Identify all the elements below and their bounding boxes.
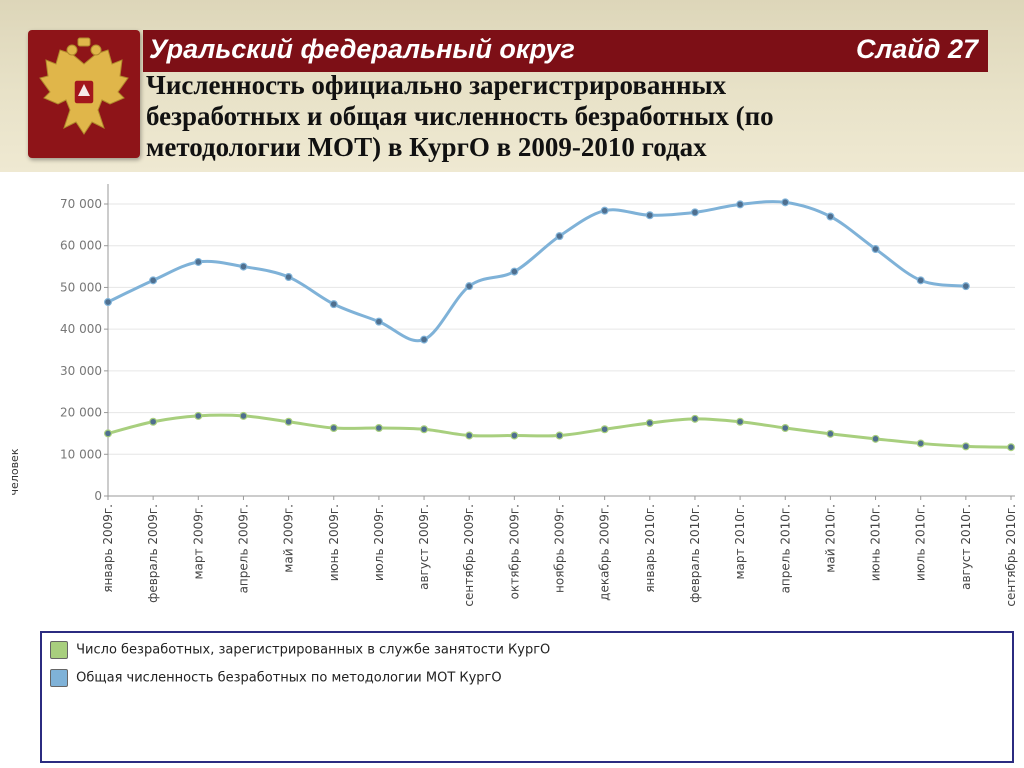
x-tick-label: январь 2010г. (643, 504, 657, 593)
data-point-registered (194, 411, 203, 420)
legend-item-registered: Число безработных, зарегистрированных в … (50, 641, 550, 661)
x-tick-label: октябрь 2009г. (507, 504, 521, 599)
series-line-mot (106, 200, 968, 343)
district-title: Уральский федеральный округ (149, 34, 575, 64)
y-tick-label: 40 000 (60, 322, 102, 336)
axes: 0 10 000 20 000 30 000 40 000 50 000 60 000 70 … (60, 184, 1018, 607)
x-tick-label: январь 2009г. (101, 504, 115, 593)
double-headed-eagle-emblem-icon (39, 37, 129, 135)
y-tick-label: 10 000 (60, 447, 102, 461)
data-point-mot (510, 267, 519, 276)
x-tick-label: март 2010г. (733, 504, 747, 580)
data-point-registered (736, 417, 745, 426)
data-point-registered (465, 431, 474, 440)
emblem-panel (28, 30, 140, 158)
series-layer (103, 198, 1015, 452)
x-tick-label: сентябрь 2009г. (462, 504, 476, 607)
y-tick-label: 20 000 (60, 406, 102, 420)
unemployment-line-chart: 0 10 000 20 000 30 000 40 000 50 000 60 000 70 … (8, 184, 1018, 607)
gridlines (108, 203, 1015, 455)
y-tick-label: 0 (94, 489, 102, 503)
x-tick-label: сентябрь 2010г. (1004, 504, 1018, 607)
data-point-mot (871, 245, 880, 254)
data-point-registered (149, 417, 158, 426)
x-tick-label: август 2010г. (959, 504, 973, 590)
y-tick-label: 30 000 (60, 364, 102, 378)
data-point-registered (781, 424, 790, 433)
data-point-registered (645, 419, 654, 428)
data-point-mot (329, 300, 338, 309)
subtitle-line: Численность официально зарегистрированны… (146, 70, 727, 100)
header-band (0, 0, 1024, 172)
legend-swatch-mot (50, 669, 68, 687)
data-point-registered (961, 442, 970, 451)
x-tick-label: июнь 2010г. (869, 504, 883, 581)
data-point-mot (149, 276, 158, 285)
data-point-mot (736, 200, 745, 209)
y-tick-label: 50 000 (60, 280, 102, 294)
data-point-mot (284, 272, 293, 281)
data-point-mot (690, 208, 699, 217)
legend-label-mot: Общая численность безработных по методол… (76, 670, 502, 686)
chart-legend: Число безработных, зарегистрированных в … (40, 631, 1014, 763)
legend-label-registered: Число безработных, зарегистрированных в … (76, 642, 551, 658)
x-tick-label: декабрь 2009г. (598, 504, 612, 601)
data-point-mot (781, 198, 790, 207)
x-tick-label: май 2009г. (282, 504, 296, 573)
x-tick-label: февраль 2009г. (146, 504, 160, 603)
x-tick-label: март 2009г. (191, 504, 205, 580)
title-bar: Уральский федеральный округ Слайд 27 (143, 30, 988, 72)
legend-swatch-registered (50, 641, 68, 659)
x-tick-label: июль 2010г. (914, 504, 928, 581)
data-point-registered (600, 425, 609, 434)
data-point-mot (465, 282, 474, 291)
data-point-registered (284, 417, 293, 426)
data-point-mot (420, 335, 429, 344)
y-tick-label: 60 000 (60, 239, 102, 253)
data-point-registered (239, 411, 248, 420)
x-tick-label: апрель 2010г. (778, 504, 792, 593)
data-point-registered (420, 425, 429, 434)
subtitle-line: безработных и общая численность безработ… (146, 101, 774, 131)
x-tick-label: апрель 2009г. (236, 504, 250, 593)
data-point-registered (374, 424, 383, 433)
x-tick-label: июль 2009г. (372, 504, 386, 581)
x-tick-label: май 2010г. (823, 504, 837, 573)
data-point-mot (194, 257, 203, 266)
x-tick-label: ноябрь 2009г. (553, 504, 567, 593)
slide-subtitle: Численность официально зарегистрированны… (146, 70, 986, 163)
y-axis-label: человек (8, 448, 21, 495)
data-point-registered (555, 431, 564, 440)
data-point-registered (690, 414, 699, 423)
data-point-mot (555, 232, 564, 241)
legend-item-mot: Общая численность безработных по методол… (50, 669, 502, 689)
data-point-mot (826, 212, 835, 221)
data-point-registered (916, 439, 925, 448)
data-point-registered (871, 434, 880, 443)
data-point-mot (645, 211, 654, 220)
data-point-registered (826, 429, 835, 438)
data-point-mot (103, 298, 112, 307)
data-point-registered (1006, 443, 1015, 452)
data-point-mot (600, 206, 609, 215)
x-tick-label: июнь 2009г. (327, 504, 341, 581)
subtitle-line: методологии МОТ) в КургО в 2009-2010 год… (146, 132, 707, 162)
data-point-registered (510, 431, 519, 440)
x-tick-label: август 2009г. (417, 504, 431, 590)
y-tick-label: 70 000 (60, 197, 102, 211)
x-tick-label: февраль 2010г. (688, 504, 702, 603)
data-point-registered (103, 429, 112, 438)
data-point-mot (961, 282, 970, 291)
data-point-mot (239, 262, 248, 271)
data-point-mot (916, 276, 925, 285)
slide-number: Слайд 27 (855, 34, 978, 64)
data-point-mot (374, 317, 383, 326)
data-point-registered (329, 424, 338, 433)
